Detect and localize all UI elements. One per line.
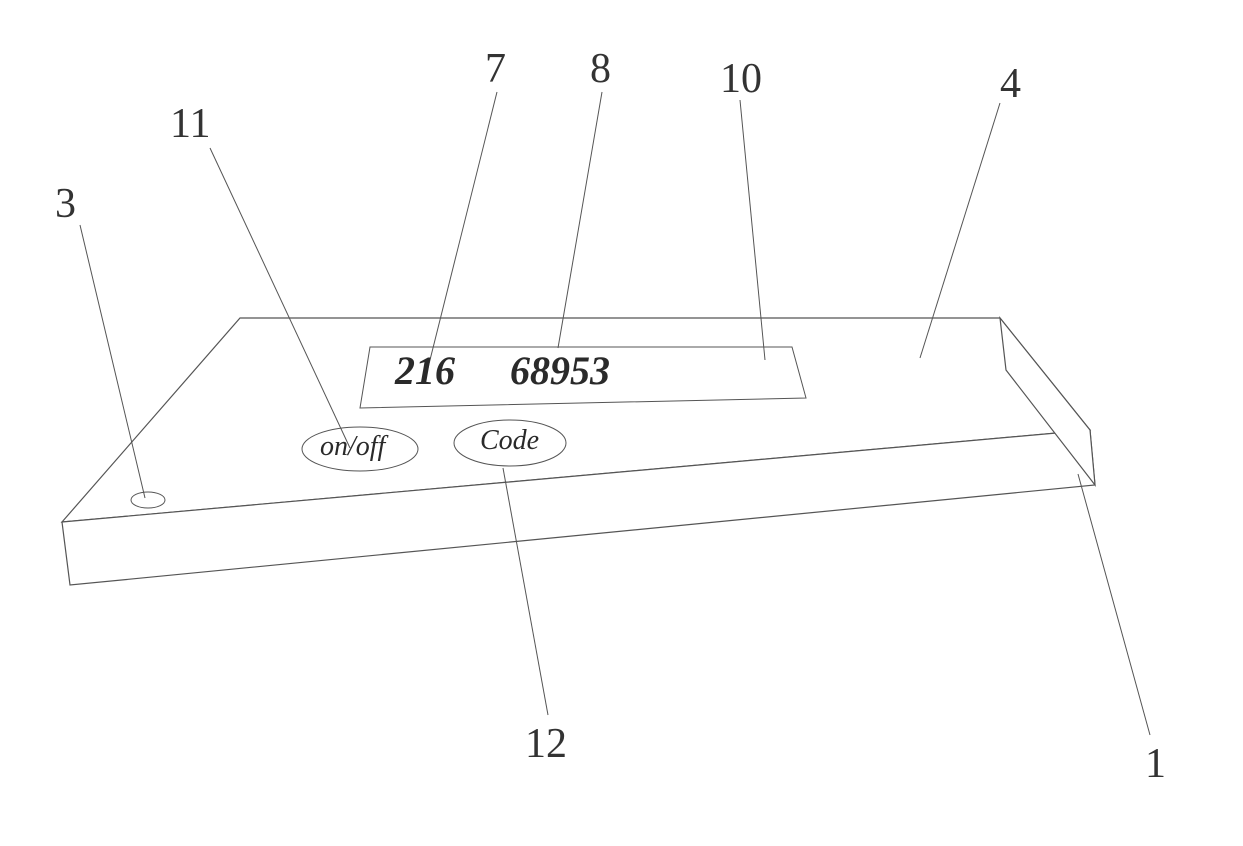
leader-line-3 bbox=[80, 225, 145, 498]
leader-line-1 bbox=[1078, 474, 1150, 735]
label-10: 10 bbox=[720, 55, 762, 103]
label-11: 11 bbox=[170, 100, 210, 148]
leader-line-8 bbox=[558, 92, 602, 348]
display-left-number: 216 bbox=[395, 347, 455, 394]
label-3: 3 bbox=[55, 180, 76, 228]
label-4: 4 bbox=[1000, 60, 1021, 108]
display-right-number: 68953 bbox=[510, 347, 610, 394]
label-7: 7 bbox=[485, 45, 506, 93]
label-8: 8 bbox=[590, 45, 611, 93]
code-button-label: Code bbox=[480, 425, 539, 457]
label-1: 1 bbox=[1145, 740, 1166, 788]
label-12: 12 bbox=[525, 720, 567, 768]
onoff-button-label: on/off bbox=[320, 431, 385, 463]
